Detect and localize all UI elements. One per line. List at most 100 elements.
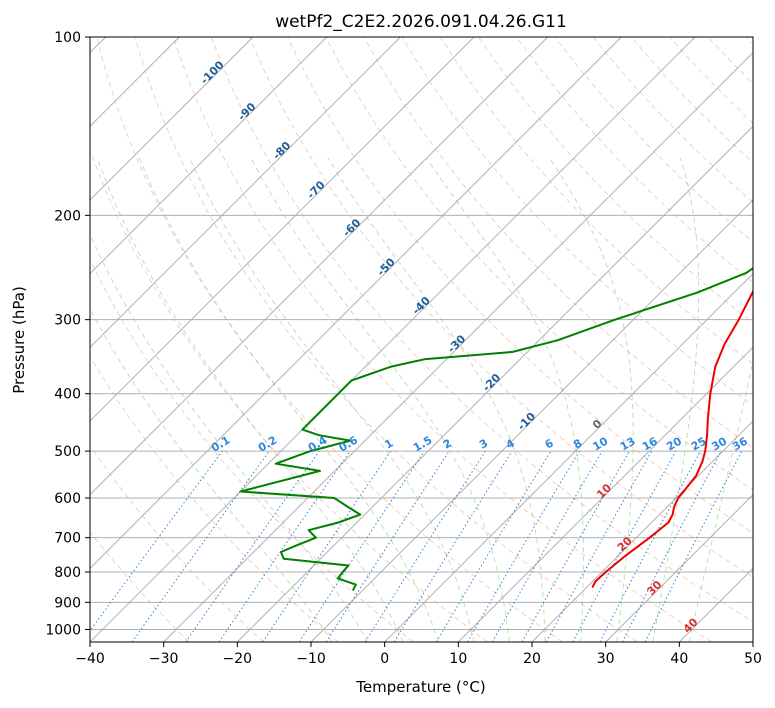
plot-frame — [89, 36, 754, 643]
isotherm-line — [90, 37, 696, 642]
dry-adiabat — [516, 37, 753, 283]
dry-adiabat — [90, 355, 339, 642]
isotherm-label: -70 — [304, 178, 327, 201]
mixing-ratio-line — [218, 450, 351, 642]
moist-adiabat — [250, 157, 510, 642]
y-tick-label: 800 — [54, 565, 81, 581]
isotherm-label: -80 — [270, 139, 293, 162]
x-tick-label: 30 — [597, 651, 615, 667]
x-tick-label: −20 — [223, 651, 253, 667]
y-axis: 100 200 300 400 500 600 700 800 900 1000 — [45, 30, 90, 638]
mixing-ratio-line — [545, 450, 653, 642]
mixing-ratio-label: 6 — [543, 436, 556, 451]
isotherm-label: -30 — [445, 332, 468, 355]
mixing-ratio-line — [131, 450, 270, 642]
dry-adiabat — [554, 37, 753, 243]
isotherm-line — [90, 37, 475, 422]
dry-adiabat — [707, 37, 753, 85]
y-axis-title: Pressure (hPa) — [10, 286, 28, 394]
dry-adiabat — [90, 258, 414, 642]
dry-adiabat — [96, 37, 563, 642]
x-tick-label: −30 — [149, 651, 179, 667]
y-tick-label: 300 — [54, 313, 81, 329]
isotherm-label: -10 — [515, 410, 538, 433]
isotherm-label: -50 — [375, 255, 398, 278]
isotherm-label: 40 — [681, 615, 701, 635]
y-tick-label: 1000 — [45, 622, 81, 638]
x-axis: −40 −30 −20 −10 0 10 20 30 40 50 — [75, 642, 762, 667]
moist-adiabat — [425, 157, 584, 642]
mixing-ratio-line — [521, 450, 630, 642]
x-tick-label: −10 — [296, 651, 326, 667]
isotherm-line — [90, 37, 327, 275]
mixing-ratio-line — [185, 450, 320, 642]
mixing-ratio-line — [393, 450, 513, 642]
y-tick-label: 700 — [54, 531, 81, 547]
isotherm-line — [531, 420, 753, 642]
y-tick-label: 100 — [54, 30, 81, 46]
moist-adiabat — [90, 232, 369, 642]
isotherm-label: -100 — [198, 58, 227, 87]
isotherm-line — [90, 37, 548, 496]
x-tick-label: 40 — [670, 651, 688, 667]
y-tick-label: 200 — [54, 208, 81, 224]
dry-adiabat — [745, 37, 753, 45]
isotherm-line — [384, 273, 753, 642]
isotherm-line — [458, 346, 753, 642]
dry-adiabat — [90, 148, 488, 642]
x-axis-title: Temperature (°C) — [355, 678, 485, 696]
isotherm-line — [605, 494, 753, 642]
y-tick-label: 600 — [54, 491, 81, 507]
y-tick-label: 900 — [54, 595, 81, 611]
isotherm-line — [90, 37, 254, 201]
chart-title: wetPf2_C2E2.2026.091.04.26.G11 — [275, 12, 567, 32]
moist-adiabat — [688, 358, 753, 642]
dry-adiabat — [90, 531, 190, 642]
mixing-ratio-label: 2 — [441, 437, 454, 452]
mixing-ratio-line — [435, 450, 552, 642]
isotherm-label: -20 — [480, 371, 503, 394]
isotherm-line — [310, 199, 753, 642]
isotherm-line — [237, 125, 753, 642]
dry-adiabat — [210, 37, 753, 623]
isotherm-line — [752, 641, 753, 642]
y-tick-label: 400 — [54, 387, 81, 403]
dry-adiabat — [90, 445, 264, 642]
isotherm-label: -60 — [340, 216, 363, 239]
mixing-ratio-line — [262, 450, 392, 642]
isotherm-line — [163, 52, 753, 642]
x-tick-label: 0 — [380, 651, 389, 667]
moist-adiabat — [549, 157, 634, 642]
y-tick-label: 500 — [54, 444, 81, 460]
isotherm-line — [90, 37, 401, 348]
moist-adiabat — [188, 157, 475, 642]
profile-line — [591, 288, 753, 589]
isotherm-line — [90, 37, 622, 569]
mixing-ratio-line — [644, 450, 743, 642]
dry-adiabat — [172, 37, 712, 642]
isotherm-label: 30 — [645, 578, 665, 598]
x-tick-label: 10 — [449, 651, 467, 667]
plot-area — [90, 37, 753, 642]
profile-line — [239, 266, 753, 592]
mixing-ratio-line — [298, 450, 425, 642]
isotherm-label: -90 — [235, 100, 258, 123]
mixing-ratio-line — [364, 450, 486, 642]
dry-adiabat — [401, 37, 753, 406]
x-tick-label: 20 — [523, 651, 541, 667]
dry-adiabat — [669, 37, 753, 124]
x-tick-label: 50 — [744, 651, 762, 667]
moist-adiabat — [652, 157, 700, 642]
mixing-ratio-line — [572, 450, 677, 642]
dry-adiabat — [440, 37, 753, 365]
mixing-ratio-line — [467, 450, 580, 642]
dry-adiabat — [287, 37, 753, 534]
moist-adiabat — [138, 157, 439, 642]
mixing-ratio-label: 3 — [477, 437, 490, 452]
x-tick-label: −40 — [75, 651, 105, 667]
mixing-ratio-line — [90, 450, 223, 632]
moist-adiabat — [90, 307, 333, 642]
dry-adiabat — [249, 37, 753, 578]
